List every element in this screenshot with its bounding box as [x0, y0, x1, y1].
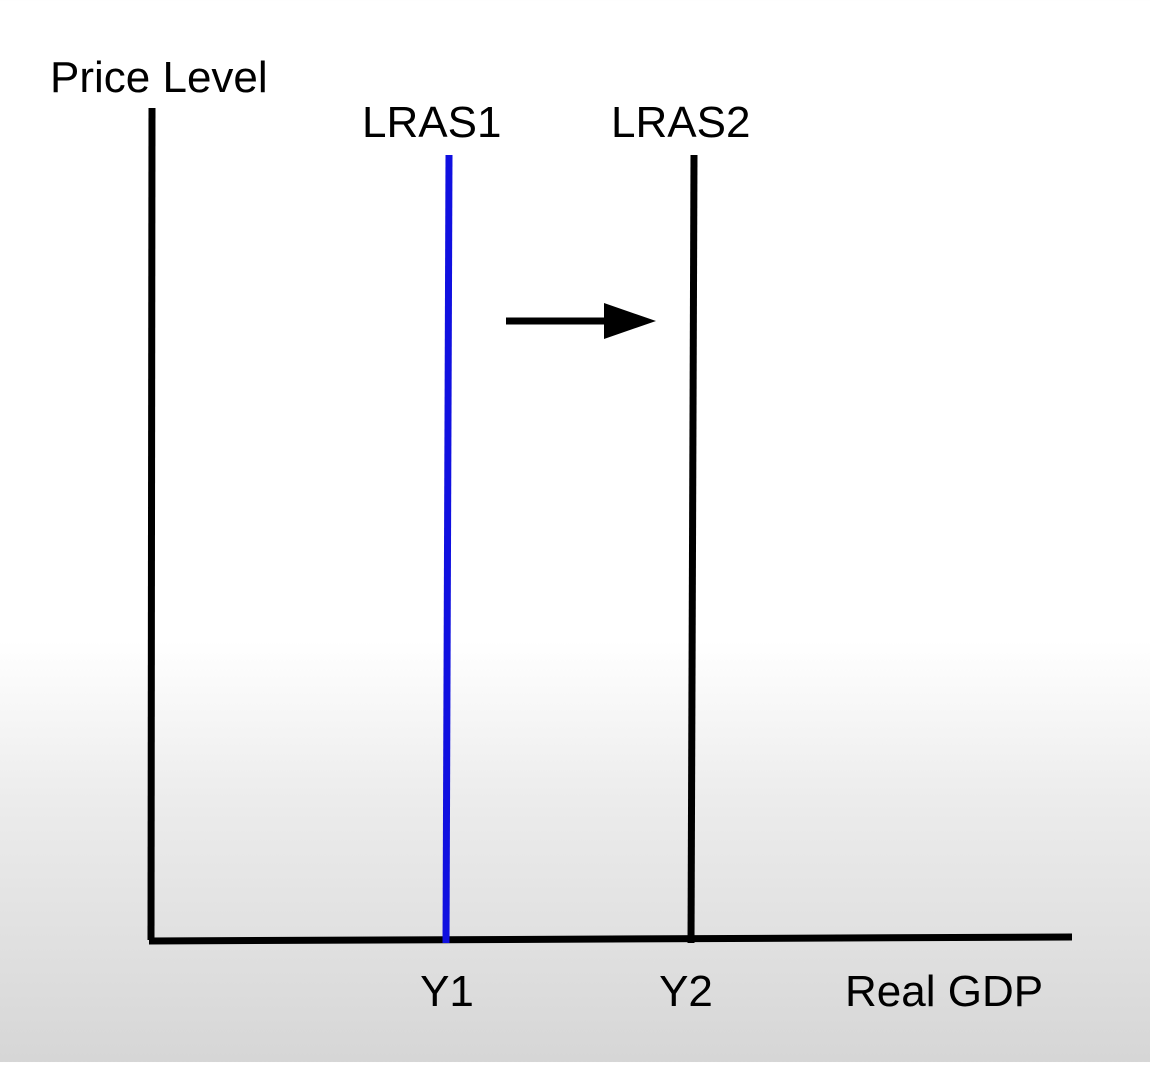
- lras2-label: LRAS2: [611, 98, 750, 147]
- y-axis: [147, 107, 156, 941]
- y1-tick-label: Y1: [420, 967, 474, 1016]
- lras1-curve: [442, 154, 453, 944]
- x-axis-label: Real GDP: [845, 967, 1043, 1016]
- y-axis-label: Price Level: [50, 53, 268, 102]
- lras2-curve: [687, 154, 698, 944]
- lras1-label: LRAS1: [362, 98, 501, 147]
- right-arrow-icon: [506, 303, 656, 339]
- x-axis: [148, 933, 1073, 945]
- y2-tick-label: Y2: [659, 967, 713, 1016]
- shift-arrow-head: [604, 303, 656, 339]
